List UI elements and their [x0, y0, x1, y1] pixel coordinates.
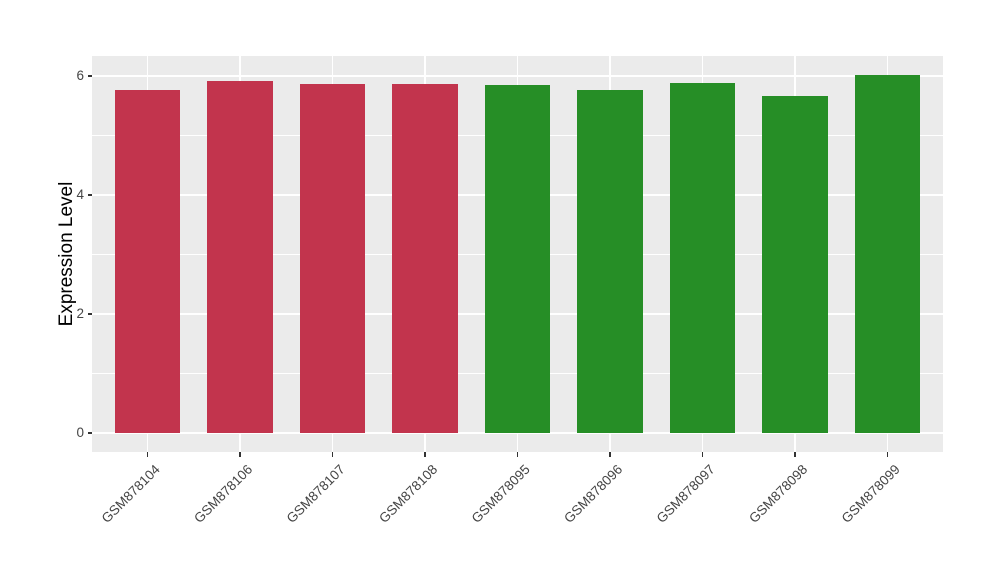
x-tick-label: GSM878099	[838, 461, 903, 526]
x-axis-tick	[701, 452, 704, 457]
bar	[577, 90, 643, 433]
y-tick-label: 4	[76, 187, 84, 203]
bar	[207, 80, 273, 433]
x-axis-tick	[794, 452, 796, 457]
x-axis-tick	[146, 452, 149, 457]
x-axis-tick	[424, 452, 426, 457]
y-axis-tick	[87, 313, 92, 315]
bar	[299, 83, 366, 433]
y-axis-tick	[87, 432, 92, 434]
y-tick-label: 2	[76, 306, 84, 322]
x-axis-tick	[609, 452, 611, 457]
bar	[762, 95, 828, 433]
bar	[669, 82, 736, 433]
plot-panel	[92, 56, 943, 452]
x-axis-tick	[331, 452, 334, 457]
bar	[484, 85, 551, 433]
x-axis-tick	[239, 452, 241, 457]
y-axis-tick	[87, 194, 92, 196]
y-axis-tick	[87, 75, 92, 77]
x-axis-tick	[886, 452, 889, 457]
bar	[392, 83, 458, 433]
bar	[854, 75, 921, 433]
y-tick-label: 0	[76, 424, 84, 440]
x-axis-tick	[516, 452, 519, 457]
bar	[114, 89, 181, 433]
y-tick-label: 6	[76, 68, 84, 84]
